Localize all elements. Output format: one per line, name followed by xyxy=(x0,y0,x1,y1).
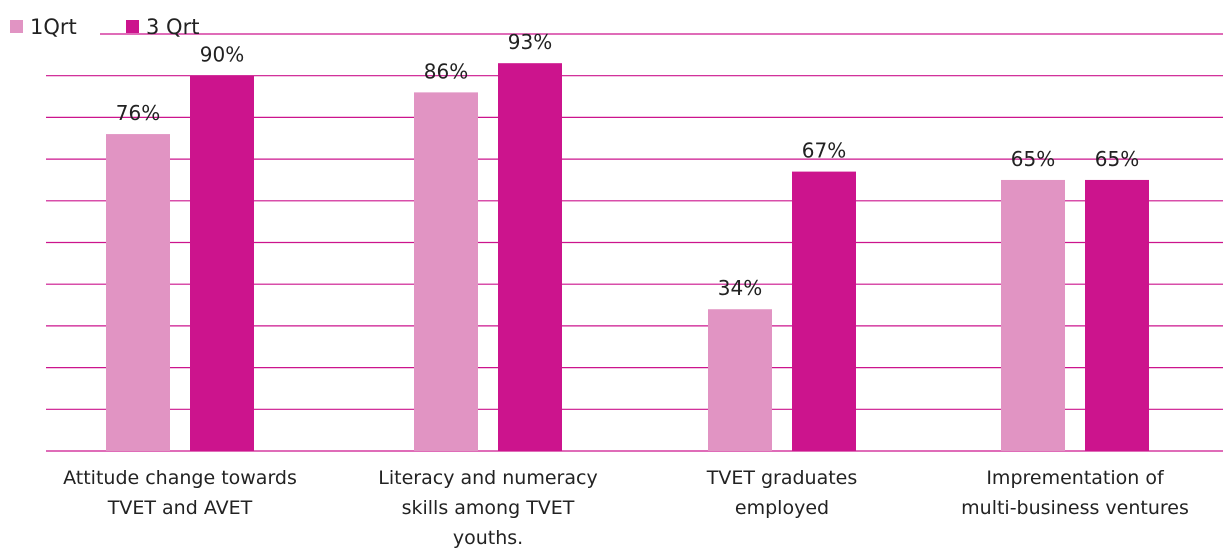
category-label-line: TVET graduates xyxy=(706,467,858,489)
category-label-line: skills among TVET xyxy=(402,497,575,519)
legend: 1Qrt 3 Qrt xyxy=(10,15,199,39)
data-label-1qrt-cat-2: 34% xyxy=(718,276,762,300)
data-label-3qrt-cat-2: 67% xyxy=(802,139,846,163)
bar-3qrt-cat-0 xyxy=(190,75,254,451)
bar-1qrt-cat-1 xyxy=(414,92,478,451)
category-label-line: TVET and AVET xyxy=(107,497,253,519)
legend-label-1qrt: 1Qrt xyxy=(30,15,77,39)
data-labels: 76% 86% 34% 65% 90% 93% 67% 65% xyxy=(116,30,1139,300)
category-label-line: Imprementation of xyxy=(986,467,1165,489)
category-label-line: employed xyxy=(735,497,829,519)
data-label-3qrt-cat-1: 93% xyxy=(508,30,552,54)
category-label-0: Attitude change towards TVET and AVET xyxy=(63,467,297,519)
category-label-1: Literacy and numeracy skills among TVET yo… xyxy=(378,467,597,549)
category-label-line: Literacy and numeracy xyxy=(378,467,597,489)
legend-swatch-1qrt xyxy=(10,20,23,33)
bar-3qrt-cat-2 xyxy=(792,171,856,452)
category-label-line: youths. xyxy=(453,527,523,549)
data-label-1qrt-cat-1: 86% xyxy=(424,59,468,83)
bar-1qrt-cat-2 xyxy=(708,309,772,451)
category-label-2: TVET graduates employed xyxy=(706,467,858,519)
bar-1qrt-cat-3 xyxy=(1001,179,1065,451)
bar-1qrt-cat-0 xyxy=(106,134,170,451)
bar-3qrt-cat-1 xyxy=(498,63,562,451)
bar-3qrt-cat-3 xyxy=(1085,179,1149,451)
category-label-3: Imprementation of multi-business ventures xyxy=(961,467,1189,519)
category-label-line: multi-business ventures xyxy=(961,497,1189,519)
data-label-1qrt-cat-0: 76% xyxy=(116,101,160,125)
category-label-line: Attitude change towards xyxy=(63,467,297,489)
legend-swatch-3qrt xyxy=(126,20,139,33)
data-label-1qrt-cat-3: 65% xyxy=(1011,147,1055,171)
category-labels: Attitude change towards TVET and AVET Lite… xyxy=(63,467,1189,549)
data-label-3qrt-cat-3: 65% xyxy=(1095,147,1139,171)
bars xyxy=(106,63,1149,452)
data-label-3qrt-cat-0: 90% xyxy=(200,43,244,67)
legend-label-3qrt: 3 Qrt xyxy=(146,15,199,39)
